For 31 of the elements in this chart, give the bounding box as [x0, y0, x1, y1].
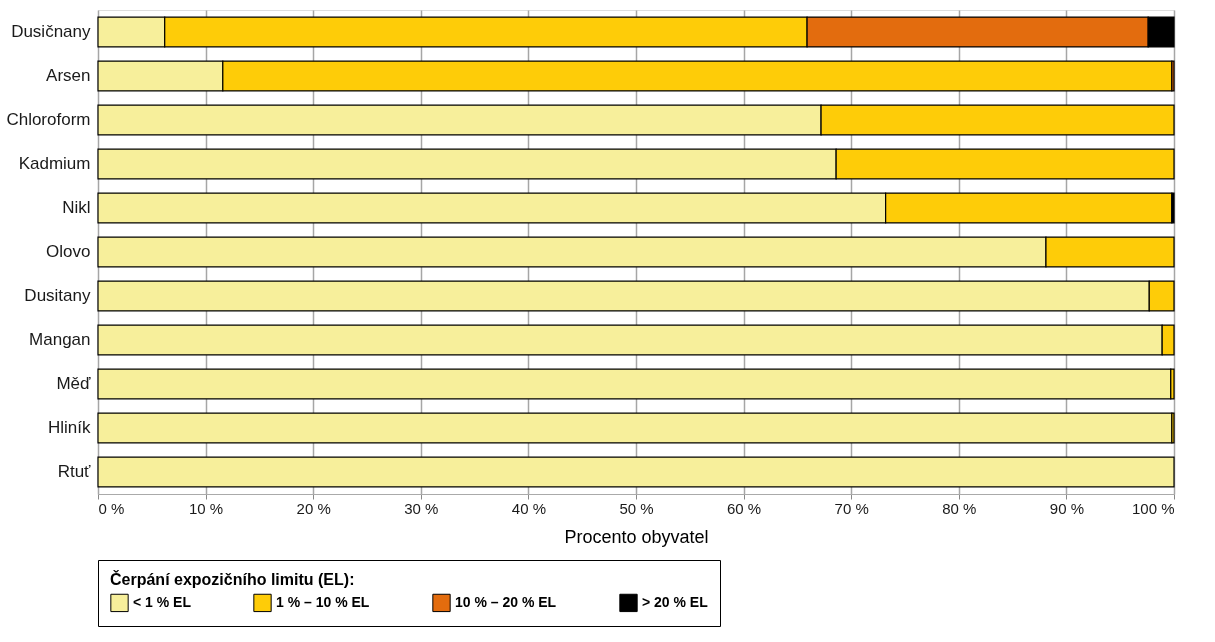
x-tick-label: 90 % [1049, 499, 1084, 517]
y-tick-label: Hliník [47, 418, 91, 437]
y-tick-label: Arsen [46, 66, 91, 85]
y-tick-label: Rtuť [57, 462, 92, 481]
x-tick-label: 100 % [1131, 499, 1175, 517]
y-tick-label: Dusitany [24, 286, 91, 305]
x-tick-label: 80 % [942, 499, 977, 517]
bar [97, 456, 1175, 488]
legend-title: Čerpání expozičního limitu (EL): [110, 570, 355, 588]
x-tick-label: 50 % [619, 499, 654, 517]
y-tick-label: Kadmium [18, 154, 91, 173]
y-tick-label: Mangan [29, 330, 91, 349]
y-tick-label: Olovo [46, 242, 91, 261]
x-axis-title: Procento obyvatel [564, 526, 709, 547]
x-tick-label: 40 % [511, 499, 546, 517]
y-tick-label: Dusičnany [11, 22, 91, 41]
x-tick-label: 0 % [98, 499, 125, 517]
y-tick-label: Chloroform [6, 110, 91, 129]
x-tick-label: 30 % [404, 499, 439, 517]
y-tick-label: Měď [56, 374, 92, 393]
legend-label: 10 % – 20 % EL [455, 593, 557, 610]
x-tick-label: 20 % [296, 499, 331, 517]
bar [97, 412, 1173, 444]
legend-label: > 20 % EL [642, 593, 709, 610]
x-tick-label: 70 % [834, 499, 869, 517]
x-tick-label: 10 % [189, 499, 224, 517]
legend-label: < 1 % EL [133, 593, 192, 610]
legend-label: 1 % – 10 % EL [276, 593, 370, 610]
y-tick-label: Nikl [62, 198, 91, 217]
bar [97, 368, 1172, 400]
x-tick-label: 60 % [727, 499, 762, 517]
